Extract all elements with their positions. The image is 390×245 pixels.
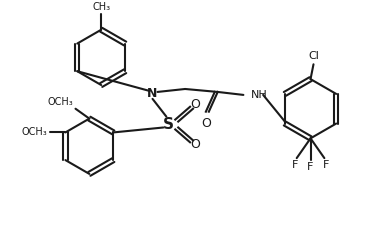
Text: NH: NH	[251, 90, 268, 100]
Text: O: O	[190, 138, 200, 151]
Text: CH₃: CH₃	[92, 2, 110, 12]
Text: F: F	[292, 160, 298, 170]
Text: N: N	[147, 87, 158, 100]
Text: OCH₃: OCH₃	[48, 97, 74, 107]
Text: F: F	[307, 162, 314, 172]
Text: OCH₃: OCH₃	[22, 127, 48, 137]
Text: F: F	[323, 160, 330, 170]
Text: O: O	[201, 117, 211, 130]
Text: Cl: Cl	[308, 51, 319, 61]
Text: O: O	[190, 98, 200, 111]
Text: S: S	[163, 117, 174, 132]
